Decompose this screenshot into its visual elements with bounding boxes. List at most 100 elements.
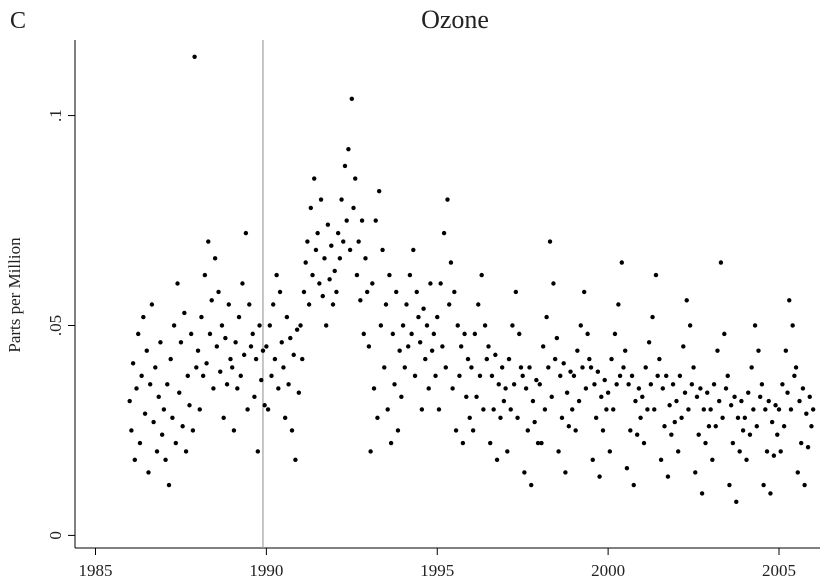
data-point [233, 340, 238, 345]
data-point [289, 428, 295, 433]
data-point [129, 428, 134, 433]
data-point [503, 386, 508, 391]
data-point [470, 428, 476, 433]
data-point [686, 407, 691, 412]
data-point [347, 247, 353, 253]
data-point [260, 348, 266, 353]
data-point [342, 163, 348, 169]
data-point [477, 373, 483, 379]
data-point [554, 335, 560, 341]
data-point [715, 348, 720, 353]
data-point [274, 272, 279, 278]
data-point [493, 352, 498, 358]
data-point [323, 323, 329, 328]
data-point [585, 331, 590, 337]
data-point [653, 272, 659, 278]
data-point [732, 394, 737, 400]
data-point [768, 491, 773, 496]
data-point [804, 411, 809, 416]
data-point [525, 428, 531, 433]
data-point [703, 440, 708, 446]
data-point [467, 415, 472, 421]
data-point [272, 356, 278, 362]
data-point [696, 432, 701, 437]
data-point [130, 361, 136, 366]
data-point [197, 407, 202, 412]
data-point [358, 298, 363, 303]
data-point [599, 394, 604, 400]
data-point [506, 356, 512, 362]
data-point [802, 482, 807, 488]
data-point [370, 281, 375, 286]
data-point [417, 340, 423, 345]
data-point [414, 289, 419, 295]
data-point [484, 356, 490, 362]
y-tick-label: .05 [46, 315, 65, 336]
data-point [334, 289, 339, 295]
data-point [214, 344, 220, 349]
data-point [540, 344, 546, 349]
data-point [341, 239, 346, 244]
data-point [722, 331, 727, 337]
data-point [742, 415, 748, 421]
data-point [195, 348, 201, 353]
data-point [667, 403, 672, 408]
data-point [284, 314, 290, 320]
data-point [241, 352, 247, 358]
data-point [399, 394, 404, 400]
data-point [255, 449, 261, 454]
data-point [556, 449, 561, 454]
data-point [322, 256, 327, 261]
data-point [154, 449, 160, 454]
data-point [397, 348, 402, 353]
data-point [327, 277, 332, 282]
data-point [744, 457, 749, 463]
data-point [465, 356, 471, 362]
data-point [303, 260, 308, 265]
data-point [166, 482, 172, 488]
data-point [194, 365, 199, 370]
data-point [337, 256, 343, 261]
data-point [291, 352, 296, 358]
data-point [412, 373, 418, 379]
data-point [660, 386, 665, 391]
data-point [209, 298, 214, 303]
data-point [212, 256, 218, 261]
data-point [799, 440, 804, 446]
data-point [132, 457, 138, 463]
data-point [318, 197, 324, 202]
data-point [648, 382, 654, 387]
data-point [778, 449, 783, 454]
data-point [171, 323, 177, 328]
data-point [458, 344, 464, 349]
data-point [592, 382, 597, 387]
data-point [455, 323, 460, 328]
data-point [146, 470, 151, 475]
y-axis-label: Parts per Million [5, 237, 24, 353]
data-point [159, 432, 165, 437]
data-point [267, 323, 272, 328]
data-point [568, 369, 573, 374]
data-point [809, 424, 814, 429]
data-point [575, 348, 580, 353]
data-point [298, 323, 303, 328]
data-point [349, 96, 355, 101]
data-point [679, 415, 684, 421]
data-point [252, 394, 257, 400]
data-point [253, 356, 259, 362]
data-point [558, 373, 563, 379]
data-point [211, 386, 216, 391]
data-point [190, 428, 196, 433]
y-tick-label: 0 [46, 531, 65, 540]
data-point [634, 432, 640, 437]
data-point [279, 340, 284, 345]
data-point [127, 398, 132, 404]
data-point [564, 390, 570, 395]
data-point [747, 432, 753, 437]
data-point [240, 281, 245, 286]
data-point [457, 373, 462, 379]
data-point [364, 289, 370, 295]
data-point [134, 386, 139, 391]
data-point [144, 348, 149, 353]
data-point [701, 407, 707, 412]
